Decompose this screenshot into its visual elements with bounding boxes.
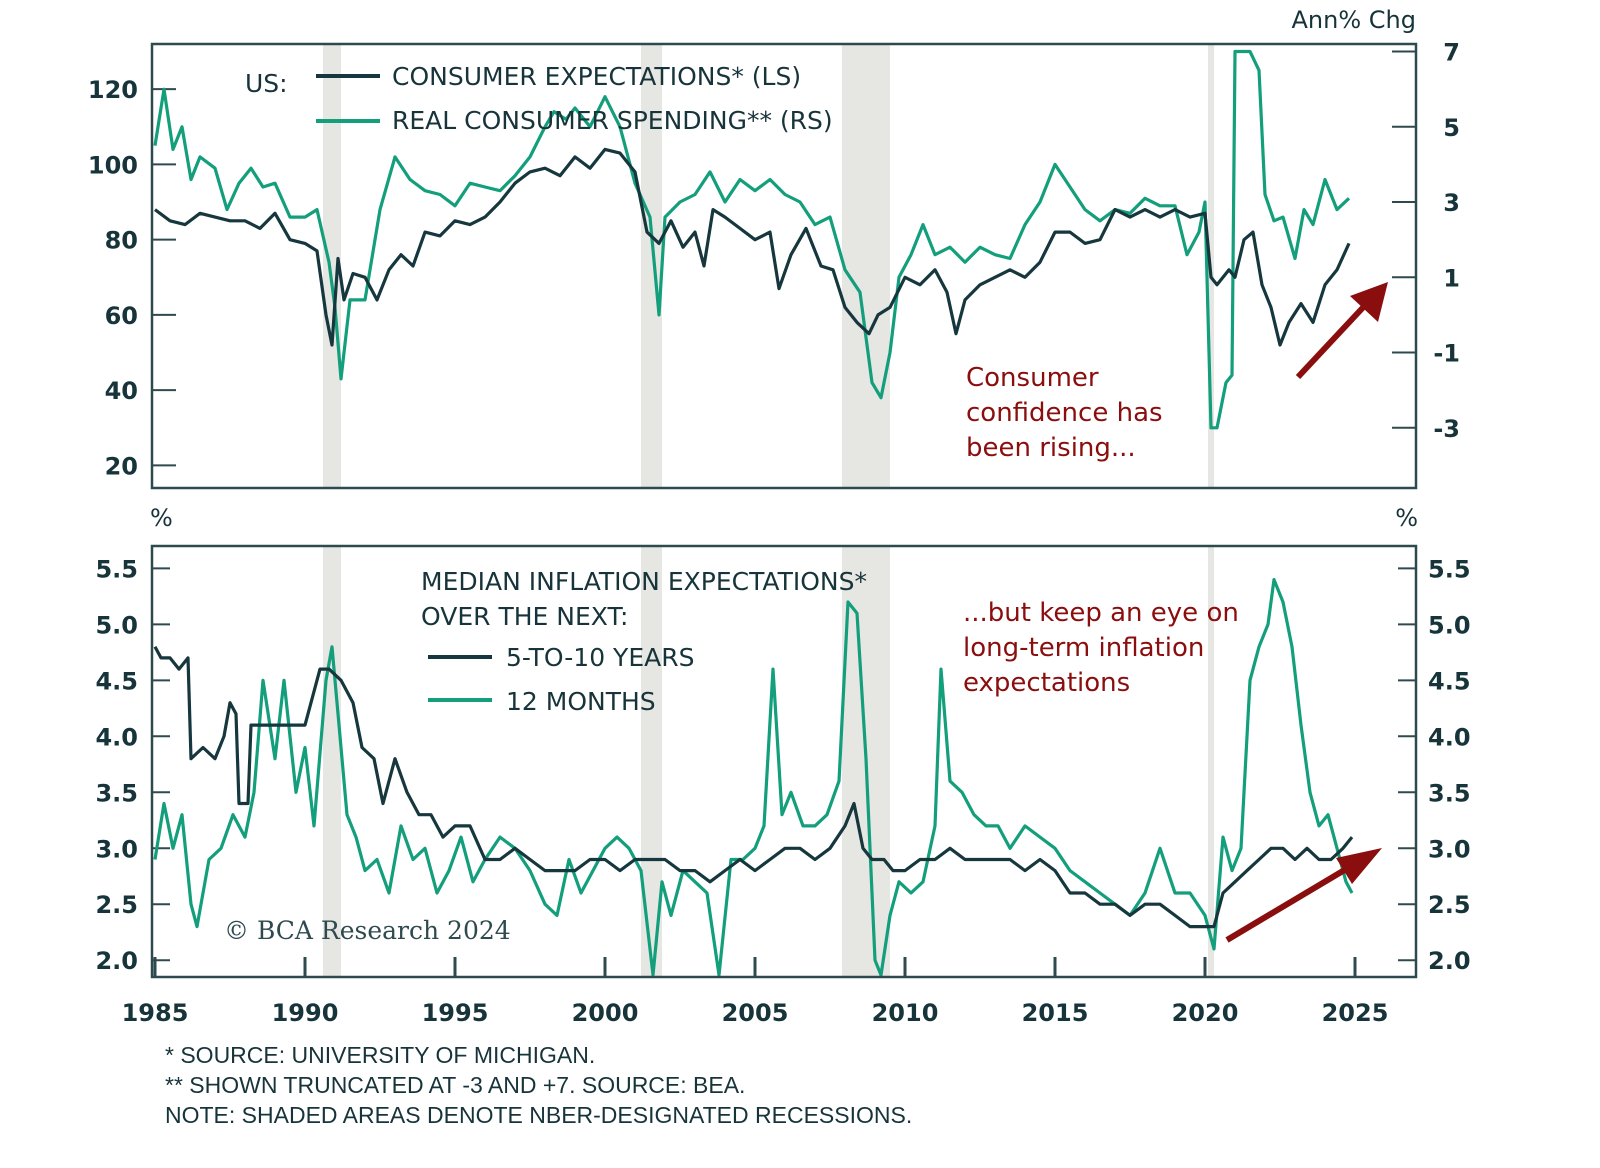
x-axis-tick-label: 2025 [1322, 999, 1389, 1027]
bottom-panel: % % 2.0 2.5 3.0 3.5 4.0 4.5 5.0 5.5 2.0 2.5 3.0 3.… [95, 504, 1471, 979]
footnote-truncation-bea: ** SHOWN TRUNCATED AT -3 AND +7. SOURCE:… [165, 1072, 745, 1098]
bottom-series-12-months [153, 577, 1354, 977]
left-axis-tick-label: 4.5 [95, 667, 138, 695]
bottom-trend-arrow-shaft [1225, 859, 1360, 943]
right-axis-tick-label: 7 [1443, 39, 1460, 67]
top-recession-band [641, 45, 662, 487]
bottom-trend-arrow-head [1336, 848, 1382, 884]
top-annotation: Consumer confidence has been rising... [966, 282, 1388, 463]
x-axis-tick-label: 1985 [122, 999, 189, 1027]
top-trend-arrow-shaft [1295, 297, 1373, 380]
legend-label-consumer-expectations: CONSUMER EXPECTATIONS* (LS) [392, 62, 801, 91]
x-axis-tick-label: 1990 [272, 999, 339, 1027]
legend-title-line-1: MEDIAN INFLATION EXPECTATIONS* [421, 567, 867, 596]
left-axis-tick-label: 5.0 [95, 611, 138, 639]
bottom-axis-ticks [152, 567, 1416, 977]
top-legend: US: CONSUMER EXPECTATIONS* (LS) REAL CON… [245, 62, 833, 135]
left-axis-tick-label: 5.5 [95, 555, 138, 583]
left-axis-tick-label: 20 [105, 452, 138, 480]
right-axis-tick-label: 5.5 [1428, 555, 1471, 583]
bottom-annotation-line-3: expectations [963, 668, 1130, 698]
left-axis-tick-label: 2.0 [95, 947, 138, 975]
left-axis-tick-label: 80 [105, 227, 138, 255]
top-recession-band [842, 45, 890, 487]
top-series-consumer-expectations-ls [154, 147, 1351, 347]
right-axis-tick-label: 4.0 [1428, 723, 1471, 751]
bottom-annotation: ...but keep an eye on long-term inflatio… [963, 598, 1382, 943]
left-axis-tick-label: 2.5 [95, 891, 138, 919]
left-axis-tick-label: 120 [88, 76, 138, 104]
x-axis-tick-label: 2005 [722, 999, 789, 1027]
right-axis-tick-label: 4.5 [1428, 667, 1471, 695]
bottom-series-5-to-10-years [153, 646, 1354, 929]
legend-label-real-consumer-spending: REAL CONSUMER SPENDING** (RS) [392, 106, 833, 135]
right-axis-tick-label: 2.5 [1428, 891, 1471, 919]
legend-title-line-2: OVER THE NEXT: [421, 602, 628, 631]
top-recession-band [323, 45, 341, 487]
bottom-right-axis-labels: 2.0 2.5 3.0 3.5 4.0 4.5 5.0 5.5 [1428, 555, 1471, 975]
bottom-left-unit-label: % [150, 504, 173, 532]
x-axis-tick-label: 2020 [1172, 999, 1239, 1027]
top-series-real-consumer-spending-rs [153, 49, 1351, 430]
top-trend-arrow-head [1350, 282, 1388, 322]
right-axis-tick-label: 3.0 [1428, 835, 1471, 863]
bottom-recession-band [641, 547, 662, 976]
footnote-recessions-note: NOTE: SHADED AREAS DENOTE NBER-DESIGNATE… [165, 1102, 912, 1128]
top-annotation-line-3: been rising... [966, 433, 1136, 463]
right-axis-tick-label: -1 [1433, 340, 1460, 368]
footnote-source-michigan: * SOURCE: UNIVERSITY OF MICHIGAN. [165, 1042, 595, 1068]
x-axis-tick-label: 2015 [1022, 999, 1089, 1027]
left-axis-tick-label: 60 [105, 302, 138, 330]
bottom-right-unit-label: % [1395, 504, 1418, 532]
top-right-unit-label: Ann% Chg [1292, 6, 1416, 34]
right-axis-tick-label: 1 [1443, 264, 1460, 292]
bottom-legend: MEDIAN INFLATION EXPECTATIONS* OVER THE … [421, 567, 867, 716]
left-axis-tick-label: 4.0 [95, 723, 138, 751]
top-axis-ticks [152, 50, 1416, 467]
left-axis-tick-label: 3.5 [95, 779, 138, 807]
top-right-axis-labels: -3 -1 1 3 5 7 [1433, 39, 1460, 443]
right-axis-tick-label: 2.0 [1428, 947, 1471, 975]
bottom-annotation-line-2: long-term inflation [963, 633, 1204, 663]
top-annotation-line-1: Consumer [966, 363, 1099, 393]
right-axis-tick-label: 3.5 [1428, 779, 1471, 807]
legend-label-12-months: 12 MONTHS [506, 687, 656, 716]
copyright-watermark: © BCA Research 2024 [224, 916, 511, 945]
right-axis-tick-label: 5.0 [1428, 611, 1471, 639]
x-axis-tick-label: 2000 [572, 999, 639, 1027]
top-plot-frame [150, 42, 1418, 490]
bottom-series-lines [153, 577, 1354, 977]
top-series-lines [153, 49, 1351, 430]
top-left-axis-labels: 20 40 60 80 100 120 [88, 76, 138, 480]
x-axis-tick-label: 2010 [872, 999, 939, 1027]
right-axis-tick-label: -3 [1433, 415, 1460, 443]
legend-label-5-to-10-years: 5-TO-10 YEARS [506, 643, 694, 672]
bottom-annotation-line-1: ...but keep an eye on [963, 598, 1239, 628]
left-axis-tick-label: 40 [105, 377, 138, 405]
left-axis-tick-label: 3.0 [95, 835, 138, 863]
bottom-recession-band [323, 547, 341, 976]
bottom-plot-frame [150, 544, 1418, 979]
footnotes: * SOURCE: UNIVERSITY OF MICHIGAN. ** SHO… [165, 1042, 912, 1128]
top-panel: Ann% Chg 20 40 60 80 100 120 -3 -1 1 3 5 7 US: CON… [88, 6, 1460, 490]
right-axis-tick-label: 3 [1443, 189, 1460, 217]
bottom-left-axis-labels: 2.0 2.5 3.0 3.5 4.0 4.5 5.0 5.5 [95, 555, 138, 975]
top-annotation-line-2: confidence has [966, 398, 1163, 428]
x-axis-labels: 1985 1990 1995 2000 2005 2010 2015 2020 2025 [122, 999, 1389, 1027]
left-axis-tick-label: 100 [88, 151, 138, 179]
bottom-recession-band [1208, 547, 1214, 976]
right-axis-tick-label: 5 [1443, 114, 1460, 142]
x-axis-tick-label: 1995 [422, 999, 489, 1027]
legend-country-label: US: [245, 69, 288, 98]
